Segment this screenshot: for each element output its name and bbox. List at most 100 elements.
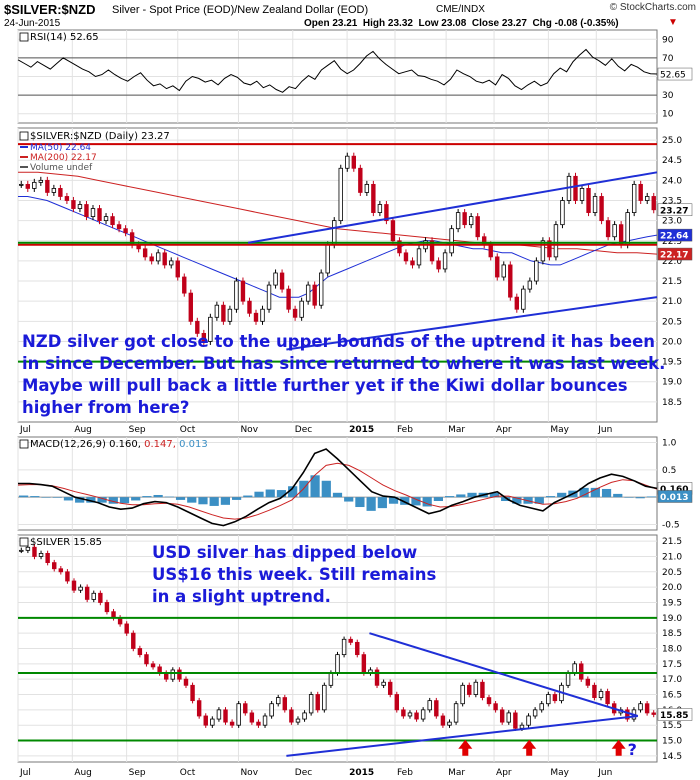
- usd-y-tick-label: 16.5: [662, 691, 682, 701]
- price-candle: [599, 196, 604, 222]
- usd-candle: [65, 571, 70, 582]
- usd-candle: [25, 546, 31, 551]
- macd-histogram-bar: [288, 486, 298, 498]
- price-candle: [397, 240, 402, 254]
- price-value-label: 23.27: [660, 206, 688, 216]
- macd-histogram-bar: [220, 497, 230, 505]
- price-candle: [495, 256, 500, 278]
- macd-y-tick-label: 1.0: [662, 438, 677, 448]
- usd-candle: [585, 678, 591, 686]
- usd-candle: [256, 721, 261, 726]
- rsi-legend-box: [19, 32, 29, 42]
- nzd-annotation-line: in since December. But has since returne…: [22, 354, 665, 373]
- usd-x-tick-label: 2015: [349, 768, 374, 778]
- price-candle: [195, 320, 200, 334]
- usd-candle: [493, 703, 498, 711]
- price-candle: [201, 332, 207, 342]
- macd-histogram-bar: [534, 497, 544, 504]
- price-value-label-bg: [657, 228, 693, 242]
- usd-candle: [420, 709, 426, 720]
- usd-value-label: 15.85: [660, 711, 688, 721]
- usd-candle: [315, 694, 320, 711]
- usd-candle: [52, 562, 57, 570]
- macd-histogram-bar: [198, 497, 208, 505]
- usd-y-tick-label: 17.5: [662, 660, 682, 670]
- price-candle: [279, 272, 285, 290]
- price-x-tick-label: Feb: [397, 425, 413, 435]
- macd-histogram-bar: [400, 497, 410, 505]
- price-x-tick-label: Apr: [496, 425, 512, 435]
- usd-candle: [526, 715, 531, 726]
- usd-candle: [348, 638, 353, 643]
- price-candle: [338, 167, 343, 222]
- price-candle: [468, 216, 474, 226]
- usd-y-tick-label: 20.5: [662, 568, 682, 578]
- price-candle: [560, 200, 565, 226]
- price-x-tick-label: Oct: [180, 425, 196, 435]
- price-value-label: 22.64: [660, 232, 688, 242]
- price-candle: [442, 252, 448, 270]
- macd-histogram-bar: [131, 497, 141, 501]
- usd-trendline: [369, 632, 639, 717]
- usd-candle: [223, 709, 228, 723]
- price-candle: [116, 224, 122, 230]
- price-candle: [638, 183, 643, 201]
- price-candle: [58, 188, 63, 197]
- price-candle: [605, 220, 611, 238]
- usd-annotation-line: US$16 this week. Still remains: [152, 565, 436, 584]
- price-candle: [25, 183, 30, 189]
- macd-histogram-bar: [75, 497, 85, 503]
- usd-candle: [651, 712, 656, 715]
- macd-histogram-bar: [579, 487, 589, 498]
- usd-candle: [440, 715, 446, 726]
- price-x-tick-label: Sep: [129, 425, 146, 435]
- usd-candle: [45, 553, 50, 564]
- macd-histogram-bar: [613, 493, 623, 498]
- price-y-tick-label: 22.0: [662, 257, 682, 267]
- usd-candle: [546, 694, 551, 705]
- usd-y-tick-label: 14.5: [662, 752, 682, 762]
- price-candle: [90, 208, 96, 218]
- rsi-y-tick-label: 10: [662, 110, 674, 120]
- usd-y-tick-label: 18.0: [662, 645, 682, 655]
- usd-candle: [361, 654, 367, 674]
- usd-candle: [282, 697, 288, 711]
- usd-candle: [98, 592, 103, 603]
- price-candle: [508, 264, 513, 298]
- usd-candle: [381, 681, 386, 686]
- price-candle: [475, 216, 480, 238]
- usd-candle: [506, 712, 511, 723]
- rsi-line: [17, 48, 658, 93]
- price-candle: [292, 308, 298, 318]
- usd-candle: [335, 654, 340, 674]
- price-candle: [540, 240, 546, 262]
- macd-histogram-bar: [187, 497, 197, 503]
- macd-histogram-bar: [344, 497, 354, 502]
- usd-candle: [453, 703, 459, 723]
- usd-x-tick-label: Jun: [597, 768, 612, 778]
- macd-title: MACD(12,26,9) 0.160, 0.147, 0.013: [30, 439, 208, 450]
- macd-histogram-bar: [175, 497, 186, 500]
- usd-candle: [341, 638, 347, 656]
- usd-candle: [532, 709, 538, 717]
- usd-x-tick-label: Feb: [397, 768, 413, 778]
- price-candle: [97, 208, 102, 222]
- usd-candle: [203, 715, 208, 726]
- macd-histogram-bar: [411, 497, 421, 506]
- usd-candle: [552, 694, 558, 702]
- macd-value-label: 0.160: [660, 485, 688, 495]
- price-candle: [260, 308, 265, 322]
- macd-histogram-bar: [153, 494, 163, 498]
- macd-y-tick-label: 0.5: [662, 466, 676, 476]
- usd-candle: [170, 669, 176, 680]
- usd-y-tick-label: 21.0: [662, 552, 682, 562]
- price-legend-box: [19, 131, 29, 141]
- price-y-tick-label: 23.0: [662, 217, 682, 227]
- price-y-tick-label: 20.5: [662, 317, 682, 327]
- price-candle: [618, 224, 624, 246]
- price-legend-label: MA(200) 22.17: [30, 153, 97, 163]
- rsi-y-tick-label: 70: [662, 54, 674, 64]
- macd-histogram-bar: [243, 495, 253, 498]
- usd-candle: [236, 703, 241, 726]
